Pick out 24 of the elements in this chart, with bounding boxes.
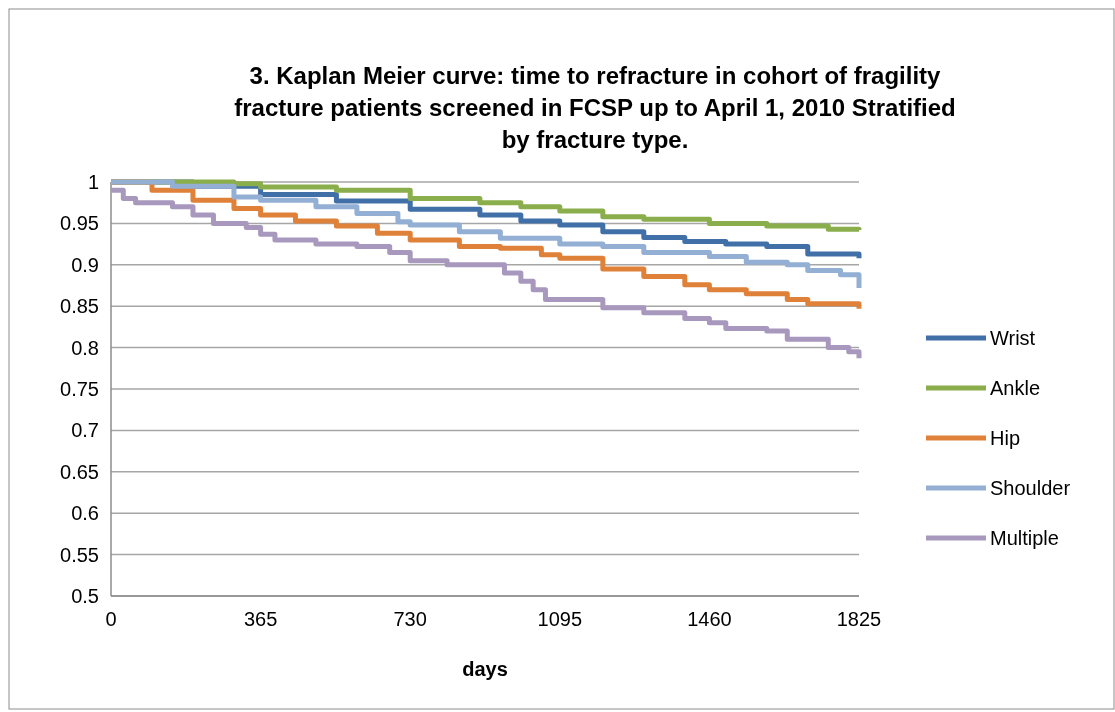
legend-label: Hip <box>990 427 1021 449</box>
chart-title: 3. Kaplan Meier curve: time to refracture in cohort of fragility fracture patients screened in FCSP up to April 1, 2010 Stratified by fracture type. <box>234 62 956 153</box>
legend-label: Ankle <box>990 377 1041 399</box>
y-tick-label: 0.8 <box>71 336 99 359</box>
y-tick-label: 0.5 <box>71 585 99 607</box>
y-tick-label: 0.95 <box>60 212 99 235</box>
x-tick-label: 0 <box>105 608 117 630</box>
x-tick-label: 1095 <box>537 608 583 630</box>
x-tick-label: 1460 <box>687 608 732 630</box>
x-axis-title: days <box>462 658 508 680</box>
x-tick-label: 365 <box>243 608 278 630</box>
y-tick-label: 0.6 <box>71 502 99 525</box>
y-tick-label: 0.9 <box>71 253 99 276</box>
legend-label: Wrist <box>990 327 1036 349</box>
y-tick-label: 1 <box>87 171 99 193</box>
y-tick-label: 0.65 <box>60 460 99 483</box>
legend-label: Multiple <box>990 527 1059 549</box>
y-tick-label: 0.55 <box>60 543 99 566</box>
y-tick-label: 0.75 <box>60 378 99 400</box>
x-tick-label: 730 <box>393 608 427 630</box>
y-tick-label: 0.85 <box>60 295 99 318</box>
legend-label: Shoulder <box>990 477 1071 499</box>
y-tick-label: 0.7 <box>71 419 99 442</box>
x-tick-label: 1825 <box>836 608 882 630</box>
